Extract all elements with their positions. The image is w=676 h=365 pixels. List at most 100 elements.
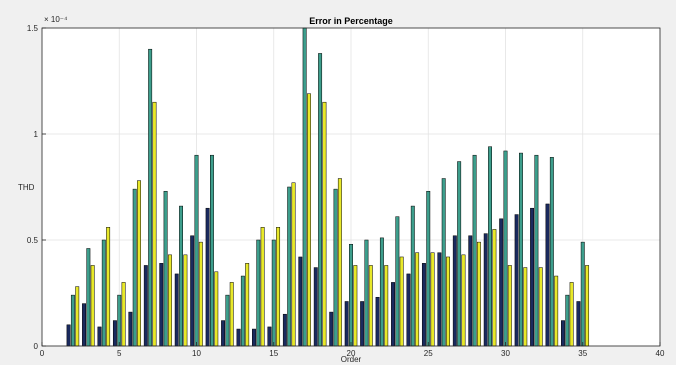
bar-series-2 xyxy=(503,150,508,347)
bar-series-3 xyxy=(353,265,358,347)
bar-series-2 xyxy=(86,248,91,347)
bar-series-3 xyxy=(461,254,466,347)
bar-series-2 xyxy=(519,152,523,347)
bar-series-1 xyxy=(267,326,272,347)
bar-series-3 xyxy=(384,265,389,347)
bar-series-1 xyxy=(406,273,411,347)
bar-series-3 xyxy=(307,93,311,347)
y-axis-label: THD xyxy=(18,183,35,192)
bar-series-2 xyxy=(349,243,353,347)
bar-series-3 xyxy=(322,101,327,347)
bar-series-1 xyxy=(112,320,117,347)
bar-series-2 xyxy=(410,205,415,347)
bar-series-3 xyxy=(75,286,80,347)
chart-title: Error in Percentage xyxy=(309,16,393,26)
x-tick-label: 40 xyxy=(656,349,665,358)
bar-series-2 xyxy=(549,157,554,347)
bar-series-3 xyxy=(476,241,481,347)
bar-series-3 xyxy=(260,227,265,347)
x-tick-label: 20 xyxy=(347,349,356,358)
bar-series-3 xyxy=(399,256,404,347)
bar-series-1 xyxy=(159,263,164,347)
bar-series-3 xyxy=(137,180,141,347)
bar-series-2 xyxy=(117,294,122,347)
bar-series-1 xyxy=(66,324,71,347)
bar-series-1 xyxy=(375,296,380,347)
bar-series-1 xyxy=(282,313,287,347)
bar-series-3 xyxy=(167,254,172,347)
y-axis-exponent: × 10⁻⁴ xyxy=(44,15,68,24)
bar-series-2 xyxy=(271,239,276,347)
bar-series-2 xyxy=(148,48,153,347)
bar-series-2 xyxy=(194,154,199,347)
bar-series-3 xyxy=(291,182,296,347)
bars-group xyxy=(66,27,590,347)
bar-series-1 xyxy=(329,311,334,347)
bar-series-3 xyxy=(538,267,543,347)
y-tick-label: 1.5 xyxy=(27,24,39,33)
x-tick-label: 15 xyxy=(269,349,278,358)
bar-series-1 xyxy=(468,235,473,347)
bar-series-3 xyxy=(507,265,512,347)
bar-series-2 xyxy=(488,146,492,347)
bar-series-2 xyxy=(364,239,369,347)
bar-series-2 xyxy=(70,294,75,347)
bar-series-2 xyxy=(210,154,214,347)
bar-series-2 xyxy=(101,239,106,347)
bar-series-1 xyxy=(545,203,550,347)
bar-series-1 xyxy=(561,320,565,347)
bar-series-2 xyxy=(318,53,323,347)
bar-series-1 xyxy=(391,282,395,347)
bar-series-3 xyxy=(430,252,435,347)
bar-series-1 xyxy=(236,328,241,347)
bar-series-3 xyxy=(245,263,250,347)
bar-series-1 xyxy=(437,252,442,347)
bar-series-3 xyxy=(337,178,342,347)
x-tick-label: 30 xyxy=(501,349,510,358)
bar-series-2 xyxy=(333,188,338,347)
bar-series-3 xyxy=(106,227,111,347)
bar-series-1 xyxy=(530,207,535,347)
bar-series-3 xyxy=(446,256,450,347)
x-tick-label: 0 xyxy=(40,349,45,358)
bar-series-1 xyxy=(360,301,365,347)
bar-series-2 xyxy=(534,154,539,347)
bar-series-1 xyxy=(421,263,426,347)
bar-series-3 xyxy=(90,265,95,347)
bar-series-1 xyxy=(344,301,349,347)
bar-series-2 xyxy=(302,27,307,347)
bar-series-3 xyxy=(554,275,559,347)
bar-series-2 xyxy=(426,190,431,347)
bar-series-2 xyxy=(179,205,183,347)
bar-series-3 xyxy=(121,282,126,347)
bar-series-1 xyxy=(499,218,504,347)
bar-series-1 xyxy=(483,233,488,347)
bar-series-1 xyxy=(252,328,256,347)
bar-series-3 xyxy=(368,265,373,347)
bar-series-3 xyxy=(523,267,528,347)
x-tick-label: 5 xyxy=(117,349,122,358)
bar-series-2 xyxy=(379,237,384,347)
bar-series-1 xyxy=(174,273,179,347)
x-tick-label: 10 xyxy=(192,349,201,358)
bar-series-1 xyxy=(514,214,519,347)
bar-series-3 xyxy=(183,254,188,347)
bar-series-2 xyxy=(225,294,230,347)
bar-series-1 xyxy=(313,267,318,347)
bar-series-3 xyxy=(415,252,420,347)
bar-series-3 xyxy=(152,101,157,347)
x-tick-label: 35 xyxy=(578,349,587,358)
bar-series-3 xyxy=(276,227,281,347)
x-axis-label: Order xyxy=(341,355,362,364)
bar-series-2 xyxy=(395,216,400,347)
bar-series-2 xyxy=(565,294,570,347)
ticks-group: 0 5 10 15 20 25 30 35 40 0 0.5 1 1.5 xyxy=(27,24,665,358)
y-tick-label: 0 xyxy=(34,342,39,351)
bar-series-1 xyxy=(452,235,457,347)
bar-series-2 xyxy=(163,190,168,347)
y-tick-label: 1 xyxy=(34,130,39,139)
bar-series-2 xyxy=(240,275,245,347)
bar-series-3 xyxy=(229,282,234,347)
bar-series-1 xyxy=(576,301,581,347)
